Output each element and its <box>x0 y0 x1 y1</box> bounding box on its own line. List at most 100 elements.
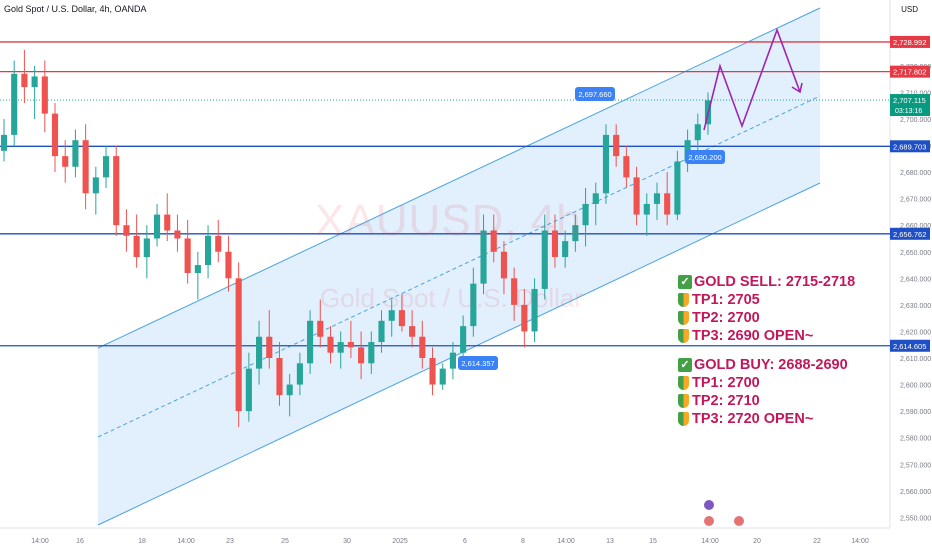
candle-body[interactable] <box>21 73 28 88</box>
x-tick-label: 6 <box>463 538 467 545</box>
y-tick-label: 2,610.000 <box>900 356 931 363</box>
candle-body[interactable] <box>174 230 181 239</box>
sell-tp2: TP2: 2700 <box>692 310 760 326</box>
x-tick-label: 23 <box>226 538 234 545</box>
candle-body[interactable] <box>215 235 222 252</box>
candle-body[interactable] <box>194 265 201 273</box>
candle-body[interactable] <box>633 177 640 215</box>
us-flag-event-icon[interactable] <box>734 516 744 526</box>
candle-body[interactable] <box>184 238 191 273</box>
price-callout[interactable] <box>685 150 725 164</box>
candle-body[interactable] <box>11 73 18 135</box>
candle-body[interactable] <box>368 342 375 364</box>
price-callout[interactable] <box>575 87 615 101</box>
candle-body[interactable] <box>388 310 395 321</box>
candle-body[interactable] <box>541 230 548 289</box>
candle-body[interactable] <box>317 320 324 337</box>
candle-body[interactable] <box>551 230 559 258</box>
candle-body[interactable] <box>256 336 263 369</box>
check-icon: ✓ <box>678 275 692 289</box>
currency-label[interactable]: USD <box>901 5 918 14</box>
candle-body[interactable] <box>204 235 212 266</box>
level-price-label: 2,717.802 <box>893 68 926 77</box>
candle-body[interactable] <box>592 193 599 204</box>
candle-body[interactable] <box>419 336 426 358</box>
x-tick-label: 18 <box>138 538 146 545</box>
channel-upper-line[interactable] <box>97 7 821 349</box>
us-flag-event-icon[interactable] <box>704 516 714 526</box>
candle-body[interactable] <box>694 124 701 141</box>
candle-body[interactable] <box>378 320 385 343</box>
candle-body[interactable] <box>266 336 273 358</box>
candle-body[interactable] <box>245 368 252 412</box>
candle-body[interactable] <box>460 326 467 353</box>
candle-body[interactable] <box>531 288 538 332</box>
candle-body[interactable] <box>429 358 436 385</box>
candle-body[interactable] <box>102 156 110 178</box>
x-tick-label: 14:00 <box>557 538 575 545</box>
candle-body[interactable] <box>347 342 354 348</box>
y-tick-label: 2,590.000 <box>900 409 931 416</box>
x-tick-label: 14:00 <box>31 538 49 545</box>
candle-body[interactable] <box>113 156 120 226</box>
lightning-event-icon[interactable] <box>704 500 714 510</box>
candle-body[interactable] <box>82 140 89 194</box>
candle-body[interactable] <box>572 225 579 242</box>
sell-signal-box: ✓ GOLD SELL: 2715-2718 TP1: 2705 TP2: 270… <box>678 273 855 345</box>
shield-icon <box>678 376 689 390</box>
candle-body[interactable] <box>674 161 681 215</box>
candle-body[interactable] <box>480 230 487 284</box>
candle-body[interactable] <box>72 140 79 167</box>
channel-lower-line[interactable] <box>97 182 821 526</box>
buy-title: GOLD BUY: 2688-2690 <box>694 357 848 373</box>
candle-body[interactable] <box>511 278 518 305</box>
y-tick-label: 2,600.000 <box>900 383 931 390</box>
candle-body[interactable] <box>470 283 477 327</box>
price-axis[interactable] <box>890 0 932 550</box>
candle-body[interactable] <box>92 177 99 194</box>
candle-body[interactable] <box>153 214 161 239</box>
candle-body[interactable] <box>0 134 8 151</box>
level-price-label: 2,689.703 <box>893 142 926 151</box>
candle-body[interactable] <box>62 156 69 167</box>
candle-body[interactable] <box>500 251 508 279</box>
level-price-tag <box>890 339 930 352</box>
candle-body[interactable] <box>286 384 293 396</box>
candle-body[interactable] <box>449 352 456 369</box>
candle-body[interactable] <box>41 76 48 114</box>
candle-body[interactable] <box>623 156 630 178</box>
x-tick-label: 14:00 <box>701 538 719 545</box>
candle-body[interactable] <box>31 76 38 88</box>
candle-body[interactable] <box>602 134 610 194</box>
price-callout[interactable] <box>458 356 498 370</box>
candle-body[interactable] <box>123 225 130 236</box>
candle-body[interactable] <box>296 363 303 385</box>
candle-body[interactable] <box>276 358 283 396</box>
candle-body[interactable] <box>358 347 365 364</box>
candle-body[interactable] <box>307 320 314 364</box>
candle-body[interactable] <box>327 336 334 353</box>
candle-body[interactable] <box>398 310 405 327</box>
projection-path[interactable] <box>703 27 801 131</box>
candle-body[interactable] <box>439 368 446 385</box>
candle-body[interactable] <box>613 134 620 157</box>
candle-body[interactable] <box>409 326 416 337</box>
candle-body[interactable] <box>643 203 650 215</box>
candle-body[interactable] <box>490 230 497 252</box>
candle-body[interactable] <box>582 203 589 226</box>
candle-body[interactable] <box>664 193 671 215</box>
candle-body[interactable] <box>225 251 232 279</box>
candle-body[interactable] <box>143 238 150 258</box>
y-tick-label: 2,550.000 <box>900 515 931 522</box>
projection-arrow <box>791 82 803 94</box>
candle-body[interactable] <box>562 241 569 258</box>
candle-body[interactable] <box>51 113 59 157</box>
candle-body[interactable] <box>653 193 661 204</box>
candle-body[interactable] <box>337 342 344 353</box>
candle-body[interactable] <box>164 214 171 231</box>
candle-body[interactable] <box>133 235 140 258</box>
candle-body[interactable] <box>521 304 528 332</box>
candle-body[interactable] <box>235 278 242 412</box>
